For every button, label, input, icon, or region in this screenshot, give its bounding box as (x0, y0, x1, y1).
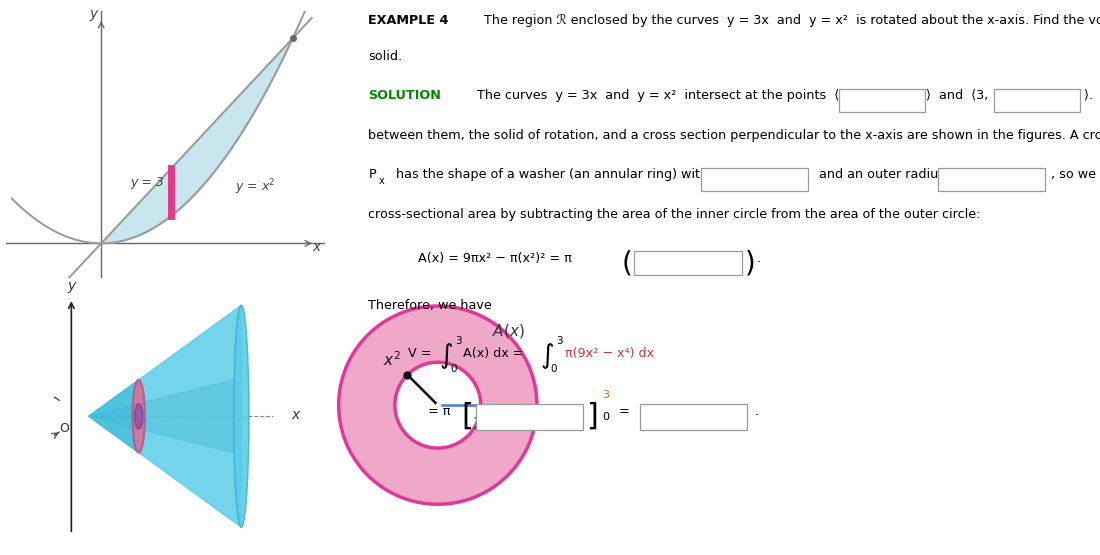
Polygon shape (89, 380, 139, 452)
Text: has the shape of a ​washer (an annular ring) with inner radius: has the shape of a ​washer (an annular r… (388, 168, 789, 180)
Text: [: [ (461, 402, 473, 431)
Text: solid.: solid. (368, 50, 403, 63)
Text: A(x) = 9πx² − π(x²)² = π: A(x) = 9πx² − π(x²)² = π (418, 252, 572, 265)
Text: 0: 0 (603, 412, 609, 422)
Text: between them, the solid of rotation, and a cross section perpendicular to the x-: between them, the solid of rotation, and… (368, 129, 1100, 142)
Text: V =: V = (408, 347, 436, 360)
Text: y: y (67, 279, 76, 293)
Text: 0: 0 (451, 364, 456, 374)
Text: y = x$^2$: y = x$^2$ (235, 177, 275, 196)
Text: ⟩.  The region: ⟩. The region (1084, 89, 1100, 102)
Text: x: x (292, 408, 299, 422)
Ellipse shape (132, 380, 145, 452)
FancyBboxPatch shape (640, 404, 748, 430)
Text: (: ( (621, 249, 631, 277)
FancyBboxPatch shape (701, 168, 808, 191)
Text: ∫: ∫ (540, 343, 554, 369)
FancyBboxPatch shape (994, 89, 1080, 112)
Text: x: x (312, 240, 321, 254)
Text: and an outer radius: and an outer radius (812, 168, 945, 180)
Text: ∫: ∫ (440, 343, 453, 369)
Text: 3: 3 (603, 390, 609, 400)
Text: π(9x² − x⁴) dx: π(9x² − x⁴) dx (564, 347, 653, 360)
Text: ): ) (745, 249, 756, 277)
Text: SOLUTION: SOLUTION (368, 89, 441, 102)
Text: ⟩  and  ⟨3,: ⟩ and ⟨3, (926, 89, 989, 102)
FancyBboxPatch shape (839, 89, 925, 112)
Text: A(x) dx =: A(x) dx = (463, 347, 527, 360)
Text: $A(x)$: $A(x)$ (493, 322, 525, 340)
Text: .: . (751, 405, 759, 418)
Polygon shape (339, 306, 537, 504)
Text: .: . (757, 252, 761, 265)
Text: P: P (368, 168, 376, 180)
FancyBboxPatch shape (937, 168, 1045, 191)
Polygon shape (89, 378, 241, 455)
Ellipse shape (134, 404, 143, 428)
Circle shape (395, 362, 481, 448)
Text: $3x$: $3x$ (472, 416, 493, 432)
FancyBboxPatch shape (476, 404, 583, 430)
Text: $x^2$: $x^2$ (383, 351, 400, 370)
Text: The region ℛ enclosed by the curves  y = 3x  and  y = x²  is rotated about the x: The region ℛ enclosed by the curves y = … (476, 14, 1100, 27)
FancyBboxPatch shape (635, 251, 741, 275)
Text: EXAMPLE 4: EXAMPLE 4 (368, 14, 449, 27)
Text: = π: = π (428, 405, 450, 418)
Ellipse shape (233, 305, 249, 527)
Text: y = 3 x: y = 3 x (130, 176, 175, 189)
Text: 0: 0 (551, 364, 558, 374)
Polygon shape (89, 305, 241, 527)
Text: 3: 3 (556, 336, 562, 346)
Text: y: y (89, 7, 98, 21)
Text: cross-sectional area by subtracting the area of the inner circle from the area o: cross-sectional area by subtracting the … (368, 208, 981, 220)
Text: The curves  y = 3x  and  y = x²  intersect at the points  ⟨0,: The curves y = 3x and y = x² intersect a… (469, 89, 851, 102)
Text: ]: ] (586, 402, 598, 431)
Text: , so we find the: , so we find the (1047, 168, 1100, 180)
Text: =: = (615, 405, 634, 418)
Text: O: O (59, 421, 69, 435)
Text: 3: 3 (455, 336, 462, 346)
Text: x: x (378, 176, 384, 186)
Text: Therefore, we have: Therefore, we have (368, 299, 493, 311)
